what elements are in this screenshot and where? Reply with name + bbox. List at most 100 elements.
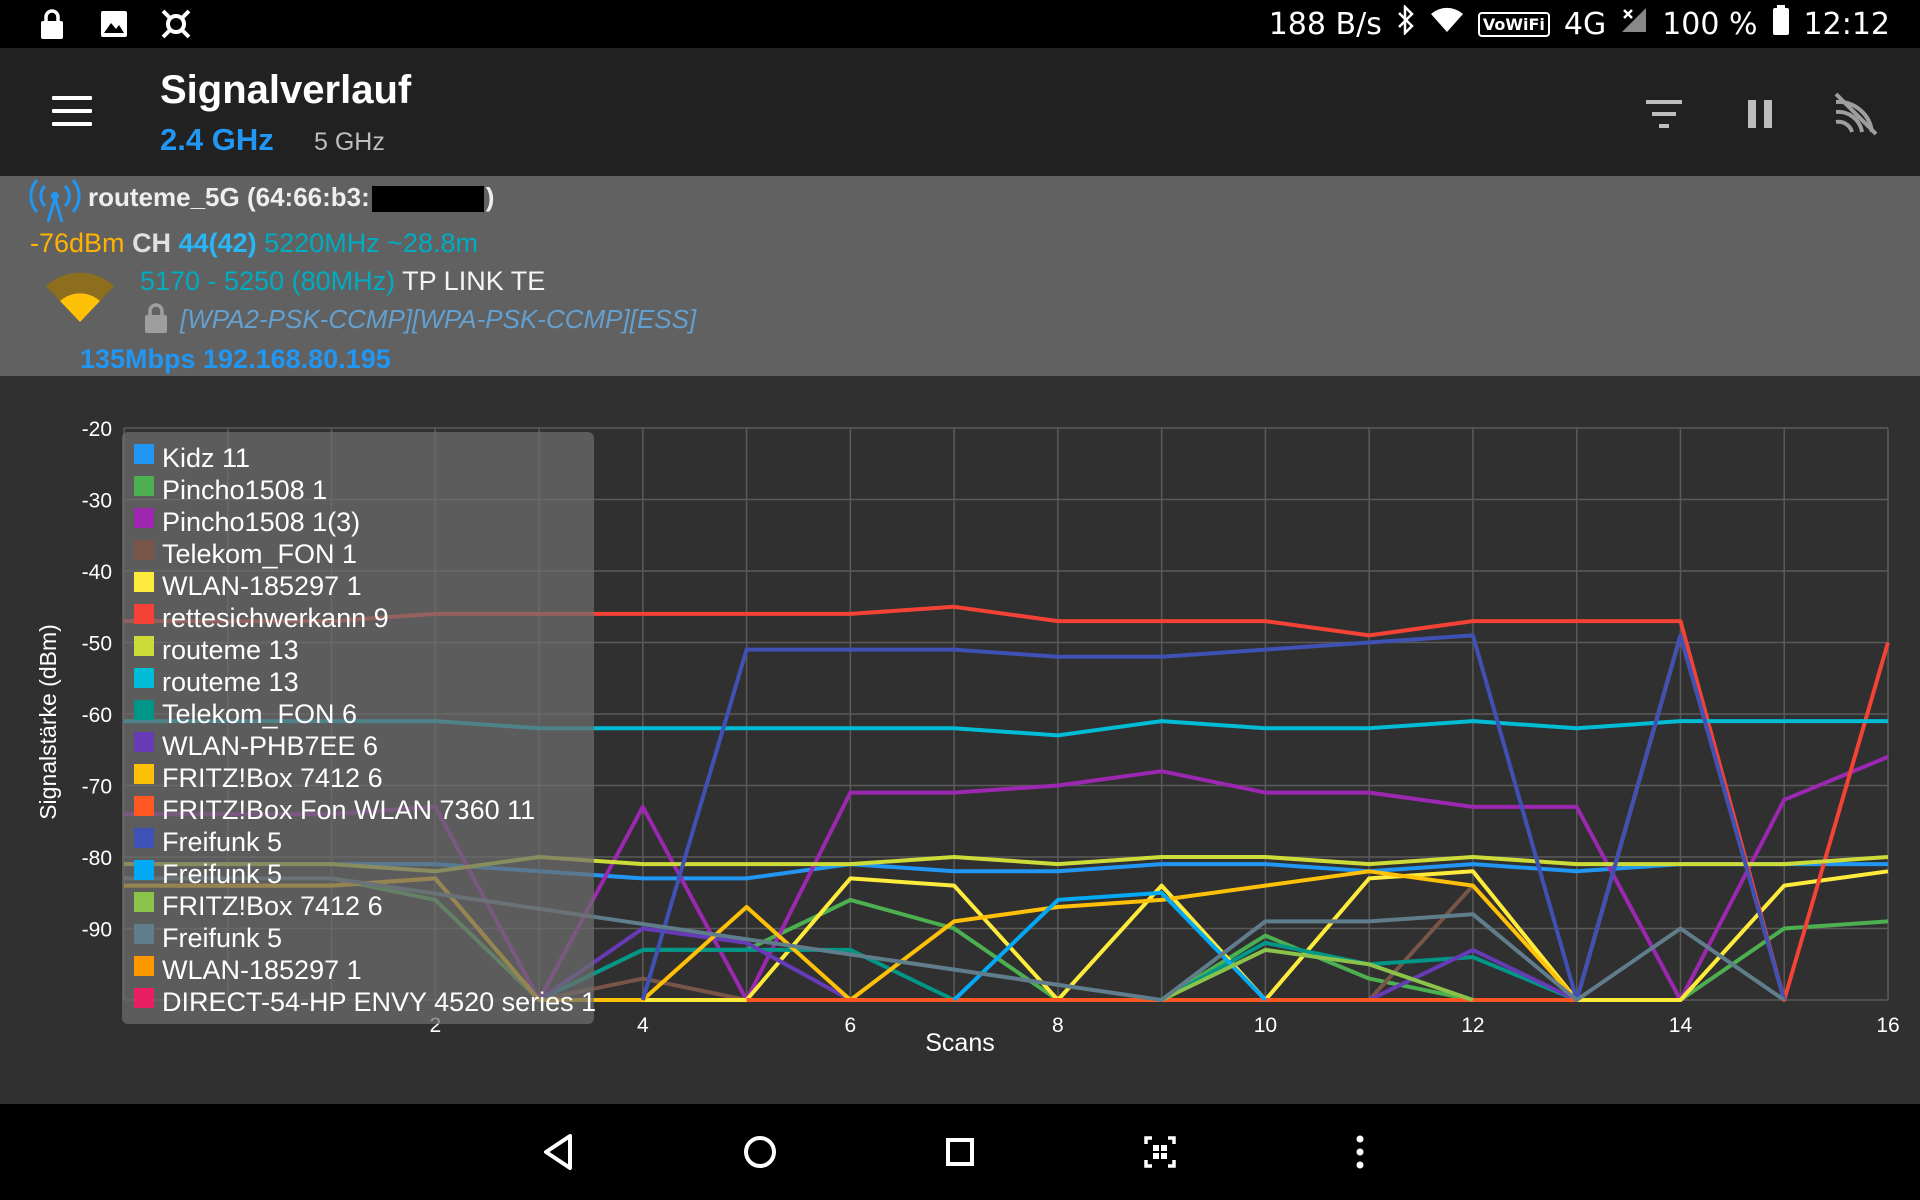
y-tick-label: -60	[82, 704, 112, 727]
y-tick-label: -40	[82, 561, 112, 584]
clock: 12:12	[1803, 6, 1890, 42]
screenshot-button[interactable]	[1136, 1128, 1184, 1176]
legend-swatch	[134, 604, 154, 624]
legend-label: Pincho1508 1(3)	[162, 506, 361, 537]
more-button[interactable]	[1336, 1128, 1384, 1176]
legend-label: Kidz 11	[162, 442, 251, 473]
lock-icon	[142, 302, 170, 339]
battery-icon	[1772, 5, 1790, 43]
legend-item: FRITZ!Box 7412 6	[134, 890, 383, 922]
x-tick-label: 2	[429, 1014, 441, 1037]
legend-label: Freifunk 5	[162, 858, 283, 889]
legend-item: Telekom_FON 1	[134, 538, 357, 570]
legend-item: routeme 13	[134, 634, 299, 666]
pause-button[interactable]	[1732, 86, 1788, 142]
bluetooth-icon	[1396, 3, 1416, 43]
mac-address-prefix: (64:66:b3:	[246, 182, 370, 212]
legend-item: Pincho1508 1	[134, 474, 327, 506]
legend-swatch	[134, 732, 154, 752]
legend-item: FRITZ!Box 7412 6	[134, 762, 383, 794]
filter-icon	[1646, 100, 1682, 128]
channel-value: 44(42)	[178, 228, 257, 258]
battery-level: 100 %	[1662, 6, 1758, 42]
distance-value: ~28.8m	[387, 228, 479, 258]
legend-item: WLAN-185297 1	[134, 954, 362, 986]
legend-item: DIRECT-54-HP ENVY 4520 series 1	[134, 986, 596, 1018]
legend-item: WLAN-PHB7EE 6	[134, 730, 378, 762]
series-line	[952, 890, 1267, 1002]
signal-icon	[1620, 6, 1648, 42]
lock-icon	[34, 6, 70, 42]
page-title: Signalverlauf	[160, 68, 412, 112]
legend-label: Freifunk 5	[162, 922, 283, 953]
legend-item: Freifunk 5	[134, 922, 282, 954]
y-tick-label: -20	[82, 418, 112, 441]
legend-swatch	[134, 956, 154, 976]
pause-icon	[1748, 100, 1772, 128]
legend-item: FRITZ!Box Fon WLAN 7360 11	[134, 794, 535, 826]
connection-panel[interactable]: routeme_5G (64:66:b3:) -76dBm CH 44(42) …	[0, 176, 1920, 376]
legend-item: Telekom_FON 6	[134, 698, 357, 730]
home-button[interactable]	[736, 1128, 784, 1176]
legend-swatch	[134, 892, 154, 912]
series-line	[1160, 947, 1474, 1002]
legend-item: Freifunk 5	[134, 826, 282, 858]
legend-label: DIRECT-54-HP ENVY 4520 series 1	[162, 986, 597, 1017]
x-axis-ticks: 2 4 6 8 10 12 14 16	[429, 1014, 1899, 1037]
x-tick-label: 12	[1461, 1014, 1484, 1037]
x-tick-label: 8	[1052, 1014, 1064, 1037]
tab-2-4-ghz[interactable]: 2.4 GHz	[160, 122, 274, 157]
signal-info: -76dBm CH 44(42) 5220MHz ~28.8m	[30, 228, 478, 259]
legend-swatch	[134, 476, 154, 496]
tab-5-ghz[interactable]: 5 GHz	[314, 128, 385, 156]
menu-icon	[52, 96, 92, 100]
wifi-icon	[1430, 6, 1464, 42]
legend-swatch	[134, 924, 154, 944]
menu-button[interactable]	[52, 96, 92, 128]
legend-label: WLAN-PHB7EE 6	[162, 730, 379, 761]
x-tick-label: 16	[1876, 1014, 1899, 1037]
recents-button[interactable]	[936, 1128, 984, 1176]
legend-label: WLAN-185297 1	[162, 570, 362, 601]
filter-button[interactable]	[1636, 86, 1692, 142]
legend-label: FRITZ!Box Fon WLAN 7360 11	[162, 794, 536, 825]
frequency-range: 5170 - 5250 (80MHz)	[140, 266, 396, 296]
image-icon	[96, 6, 132, 42]
y-axis-ticks: -20 -30 -40 -50 -60 -70 -80 -90	[82, 418, 112, 942]
legend-label: Pincho1508 1	[162, 474, 328, 505]
navigation-bar	[0, 1104, 1920, 1200]
redacted-mac	[371, 186, 484, 213]
y-tick-label: -90	[82, 919, 112, 942]
app-bar: Signalverlauf 2.4 GHz 5 GHz	[0, 48, 1920, 176]
legend-swatch	[134, 860, 154, 880]
security-info: [WPA2-PSK-CCMP][WPA-PSK-CCMP][ESS]	[180, 304, 697, 334]
screenshot-icon	[1144, 1136, 1176, 1168]
wifi-strength-icon	[44, 268, 116, 329]
x-tick-label: 14	[1669, 1014, 1693, 1037]
legend-label: routeme 13	[162, 634, 299, 665]
link-speed-ip: 135Mbps 192.168.80.195	[80, 344, 391, 374]
signal-level: -76dBm	[30, 228, 125, 258]
y-axis-label: Signalstärke (dBm)	[35, 624, 61, 820]
legend-item: Freifunk 5	[134, 858, 282, 890]
app-icon	[158, 6, 194, 42]
x-tick-label: 6	[845, 1014, 857, 1037]
x-tick-label: 4	[637, 1014, 649, 1037]
vendor-name: TP LINK TE	[402, 266, 546, 296]
back-button[interactable]	[536, 1128, 584, 1176]
y-tick-label: -80	[82, 847, 112, 870]
connected-ssid: routeme_5G (64:66:b3:)	[88, 182, 494, 213]
legend-item: Kidz 11	[134, 442, 250, 474]
legend-label: FRITZ!Box 7412 6	[162, 762, 383, 793]
legend-label: Telekom_FON 1	[162, 538, 358, 569]
legend-item: WLAN-185297 1	[134, 570, 362, 602]
status-bar: 188 B/s VoWiFi 4G 100 % 12:12	[0, 0, 1920, 48]
legend-swatch	[134, 796, 154, 816]
wifi-scan-button[interactable]	[1828, 86, 1884, 142]
y-tick-label: -70	[82, 776, 112, 799]
chart-legend: Kidz 11 Pincho1508 1 Pincho1508 1(3) Teleko…	[122, 432, 596, 1024]
back-icon	[544, 1134, 572, 1170]
legend-item: Pincho1508 1(3)	[134, 506, 360, 538]
legend-swatch	[134, 572, 154, 592]
legend-swatch	[134, 668, 154, 688]
